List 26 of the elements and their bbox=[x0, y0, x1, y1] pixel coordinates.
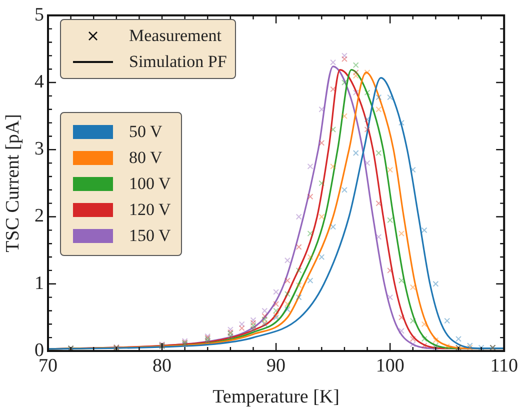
x-tick-label: 110 bbox=[490, 355, 518, 376]
legend-label: 100 V bbox=[129, 174, 171, 194]
legend-label: 120 V bbox=[129, 200, 171, 220]
y-tick-label: 5 bbox=[34, 4, 44, 26]
x-tick-label: 100 bbox=[376, 355, 404, 376]
y-tick-label: 4 bbox=[34, 72, 44, 93]
legend-label: 80 V bbox=[129, 148, 162, 168]
y-tick-label: 1 bbox=[34, 272, 44, 294]
y-tick-label: 3 bbox=[34, 138, 44, 160]
point bbox=[410, 341, 416, 348]
y-axis-title: TSC Current [pA] bbox=[2, 114, 24, 252]
point bbox=[444, 343, 450, 350]
x-axis-title: Temperature [K] bbox=[212, 386, 340, 408]
annotation: Simulation PF bbox=[129, 52, 227, 72]
key-box: Measurement Simulation PF bbox=[60, 19, 236, 79]
annotation: Measurement bbox=[129, 26, 222, 46]
point bbox=[398, 328, 404, 334]
y-tick-label: 2 bbox=[34, 206, 44, 227]
point bbox=[364, 90, 370, 96]
point bbox=[398, 120, 404, 126]
point bbox=[364, 69, 370, 76]
legend-label: 150 V bbox=[129, 226, 171, 246]
x-tick-label: 90 bbox=[266, 355, 286, 376]
legend-label: 50 V bbox=[129, 122, 162, 142]
x-tick-label: 70 bbox=[38, 355, 58, 376]
x-tick-label: 80 bbox=[152, 355, 172, 376]
